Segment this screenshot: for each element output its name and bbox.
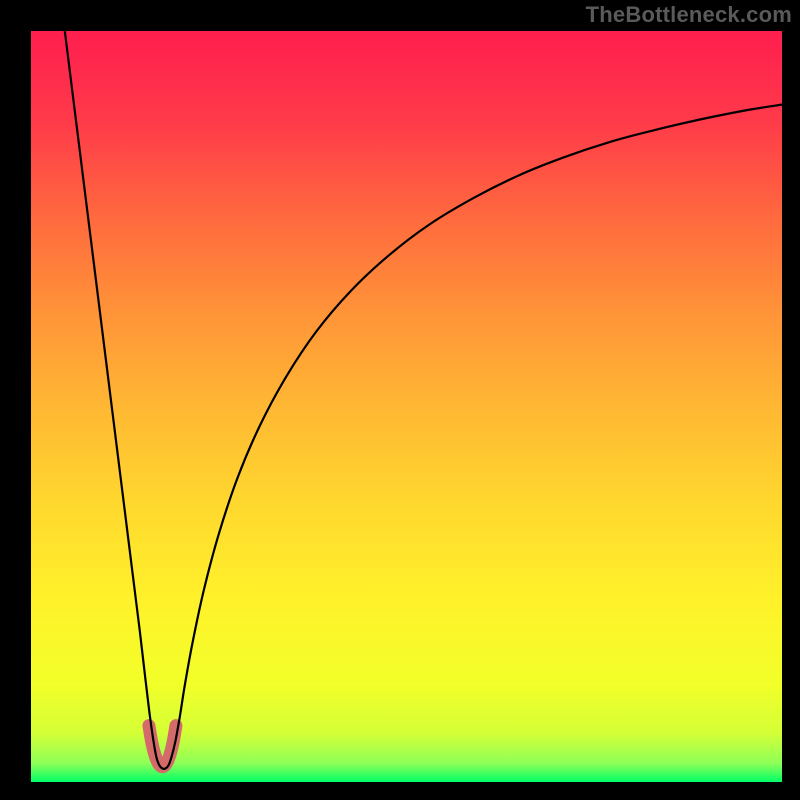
plot-area [31,31,782,782]
chart-container: { "attribution": { "text": "TheBottlenec… [0,0,800,800]
attribution-text: TheBottleneck.com [586,2,792,28]
